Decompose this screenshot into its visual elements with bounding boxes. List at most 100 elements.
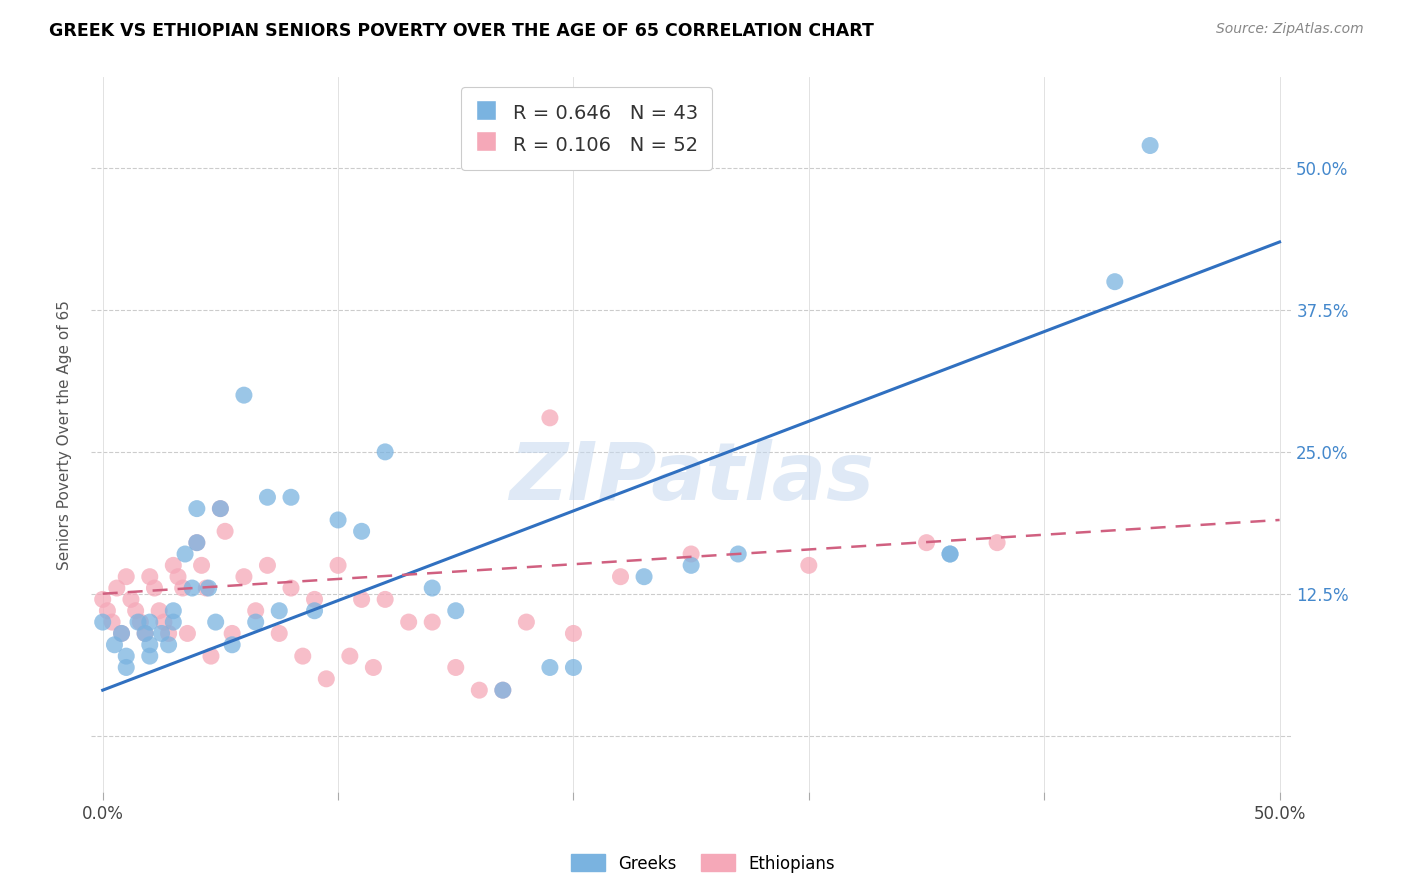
Point [256,558,278,573]
Point [91,615,114,629]
Point [134,626,156,640]
Point [269,604,291,618]
Point [315,672,337,686]
Point [162,615,184,629]
Point [986,535,1008,549]
Point [374,445,396,459]
Point [221,626,243,640]
Point [129,615,152,629]
Legend: R = 0.646   N = 43, R = 0.106   N = 52: R = 0.646 N = 43, R = 0.106 N = 52 [461,87,711,169]
Point [162,558,184,573]
Point [150,626,173,640]
Point [105,581,128,595]
Text: GREEK VS ETHIOPIAN SENIORS POVERTY OVER THE AGE OF 65 CORRELATION CHART: GREEK VS ETHIOPIAN SENIORS POVERTY OVER … [49,22,875,40]
Point [492,683,515,698]
Point [468,683,491,698]
Text: Source: ZipAtlas.com: Source: ZipAtlas.com [1216,22,1364,37]
Point [186,535,208,549]
Point [197,581,219,595]
Point [256,490,278,504]
Point [304,592,326,607]
Point [420,581,443,595]
Point [291,649,314,664]
Point [214,524,236,539]
Point [538,660,561,674]
Point [232,388,254,402]
Point [157,626,180,640]
Point [162,604,184,618]
Point [609,570,631,584]
Point [110,626,132,640]
Point [492,683,515,698]
Point [186,501,208,516]
Point [350,592,373,607]
Point [681,558,703,573]
Point [374,592,396,607]
Point [444,604,467,618]
Point [797,558,820,573]
Point [515,615,537,629]
Point [115,660,138,674]
Point [326,513,349,527]
Point [172,581,194,595]
Point [350,524,373,539]
Point [538,410,561,425]
Point [91,592,114,607]
Text: ZIPatlas: ZIPatlas [509,439,873,516]
Point [200,649,222,664]
Point [915,535,938,549]
Point [134,626,156,640]
Point [681,547,703,561]
Point [727,547,749,561]
Point [103,638,125,652]
Point [939,547,962,561]
Point [167,570,190,584]
Point [562,626,585,640]
Point [633,570,655,584]
Point [398,615,420,629]
Point [157,638,180,652]
Point [190,558,212,573]
Point [939,547,962,561]
Point [280,490,302,504]
Point [245,604,267,618]
Point [420,615,443,629]
Point [444,660,467,674]
Point [139,649,162,664]
Point [101,615,124,629]
Point [221,638,243,652]
Point [269,626,291,640]
Point [280,581,302,595]
Point [1139,138,1161,153]
Point [304,604,326,618]
Point [127,615,149,629]
Point [209,501,232,516]
Point [245,615,267,629]
Point [363,660,385,674]
Legend: Greeks, Ethiopians: Greeks, Ethiopians [565,847,841,880]
Y-axis label: Seniors Poverty Over the Age of 65: Seniors Poverty Over the Age of 65 [58,300,72,570]
Point [204,615,226,629]
Point [176,626,198,640]
Point [209,501,232,516]
Point [139,570,162,584]
Point [339,649,361,664]
Point [115,570,138,584]
Point [124,604,146,618]
Point [186,535,208,549]
Point [120,592,142,607]
Point [143,581,166,595]
Point [1104,275,1126,289]
Point [181,581,204,595]
Point [139,638,162,652]
Point [139,615,162,629]
Point [232,570,254,584]
Point [153,615,176,629]
Point [110,626,132,640]
Point [562,660,585,674]
Point [96,604,118,618]
Point [148,604,170,618]
Point [115,649,138,664]
Point [326,558,349,573]
Point [195,581,218,595]
